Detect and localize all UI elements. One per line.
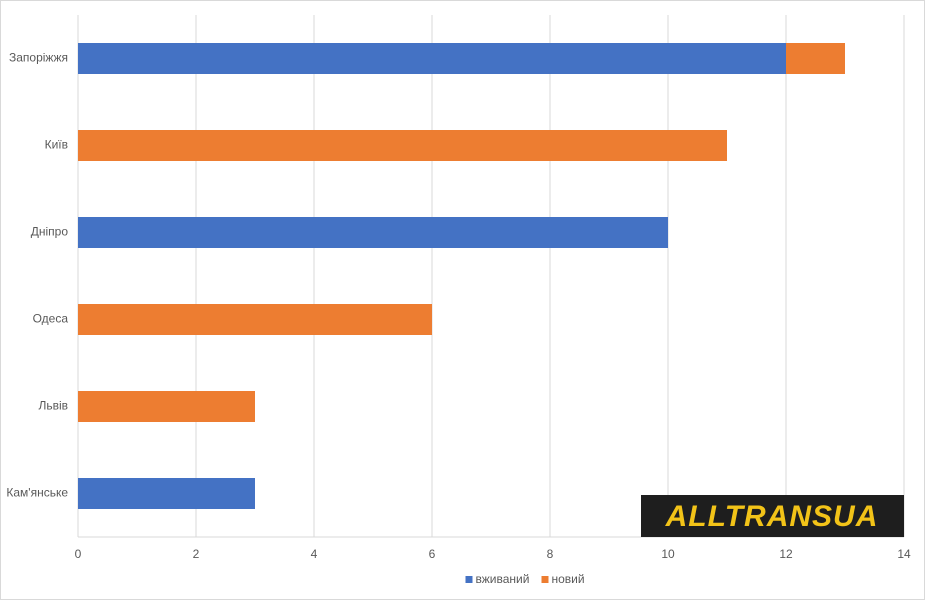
legend-swatch (541, 576, 549, 583)
bars (78, 43, 845, 509)
bar (78, 391, 255, 422)
bar (78, 217, 668, 248)
logo-text: ALLTRANSUA (665, 500, 879, 533)
y-tick-label: Львів (38, 399, 68, 413)
bar (786, 43, 845, 74)
x-tick-label: 12 (779, 547, 793, 561)
x-tick-label: 6 (429, 547, 436, 561)
y-tick-label: Кам'янське (6, 486, 68, 500)
x-tick-label: 14 (897, 547, 911, 561)
legend-label: вживаний (476, 572, 530, 586)
y-tick-label: Київ (45, 138, 68, 152)
bar (78, 304, 432, 335)
bar (78, 43, 786, 74)
bar (78, 130, 727, 161)
x-tick-label: 4 (311, 547, 318, 561)
x-tick-label: 2 (193, 547, 200, 561)
logo: ALLTRANSUA (641, 495, 904, 537)
legend-label: новий (552, 572, 585, 586)
legend-swatch (465, 576, 473, 583)
bar (78, 478, 255, 509)
y-tick-label: Дніпро (31, 225, 69, 239)
logo-box (641, 495, 904, 537)
x-tick-label: 0 (75, 547, 82, 561)
x-tick-label: 10 (661, 547, 675, 561)
x-tick-label: 8 (547, 547, 554, 561)
y-tick-label: Запоріжжя (9, 51, 68, 65)
y-tick-label: Одеса (33, 312, 69, 326)
